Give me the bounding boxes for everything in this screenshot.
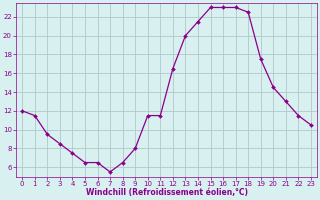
X-axis label: Windchill (Refroidissement éolien,°C): Windchill (Refroidissement éolien,°C) bbox=[85, 188, 248, 197]
